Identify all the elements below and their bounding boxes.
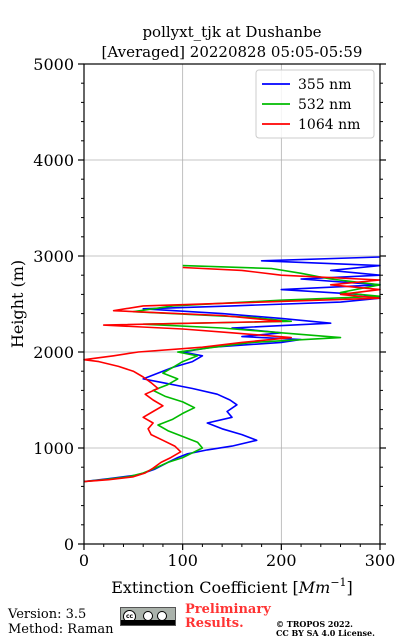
plot-frame <box>83 63 381 545</box>
x-tick-label: 300 <box>365 551 396 570</box>
method-text: Method: Raman <box>8 622 114 637</box>
cc-badge-strip <box>121 620 175 625</box>
legend-label: 355 nm <box>298 77 351 93</box>
version-text: Version: 3.5 <box>8 607 87 622</box>
copyright-line-2: CC BY SA 4.0 License. <box>276 628 375 638</box>
cc-license-badge: cc <box>120 607 176 626</box>
extinction-profile-chart: pollyxt_tjk at Dushanbe [Averaged] 20220… <box>8 23 395 597</box>
preliminary-line-1: Preliminary <box>185 602 271 617</box>
y-tick-label: 2000 <box>33 343 74 362</box>
series-line-1 <box>83 264 381 483</box>
x-tick-label: 100 <box>167 551 198 570</box>
series-line-2 <box>83 266 381 483</box>
chart-title: pollyxt_tjk at Dushanbe <box>142 23 321 41</box>
legend: 355 nm 532 nm 1064 nm <box>255 69 375 139</box>
legend-label: 532 nm <box>298 97 351 113</box>
y-tick-label: 3000 <box>33 247 74 266</box>
preliminary-results-label: Preliminary Results. <box>185 603 271 631</box>
x-tick-label: 200 <box>266 551 297 570</box>
legend-label: 1064 nm <box>298 117 360 133</box>
y-axis-label: Height (m) <box>8 260 27 348</box>
y-tick-label: 4000 <box>33 151 74 170</box>
y-tick-label: 5000 <box>33 55 74 74</box>
preliminary-line-2: Results. <box>185 616 244 631</box>
chart-subtitle: [Averaged] 20220828 05:05-05:59 <box>102 43 363 61</box>
legend-box <box>255 69 375 139</box>
x-axis-label: Extinction Coefficient [Mm−1] <box>111 576 353 597</box>
copyright-line-1: © TROPOS 2022. <box>276 619 353 629</box>
x-tick-label: 0 <box>79 551 89 570</box>
y-tick-label: 1000 <box>33 439 74 458</box>
series-layer <box>83 256 381 483</box>
y-tick-label: 0 <box>64 535 74 554</box>
copyright-notice: © TROPOS 2022. CC BY SA 4.0 License. <box>276 620 375 638</box>
